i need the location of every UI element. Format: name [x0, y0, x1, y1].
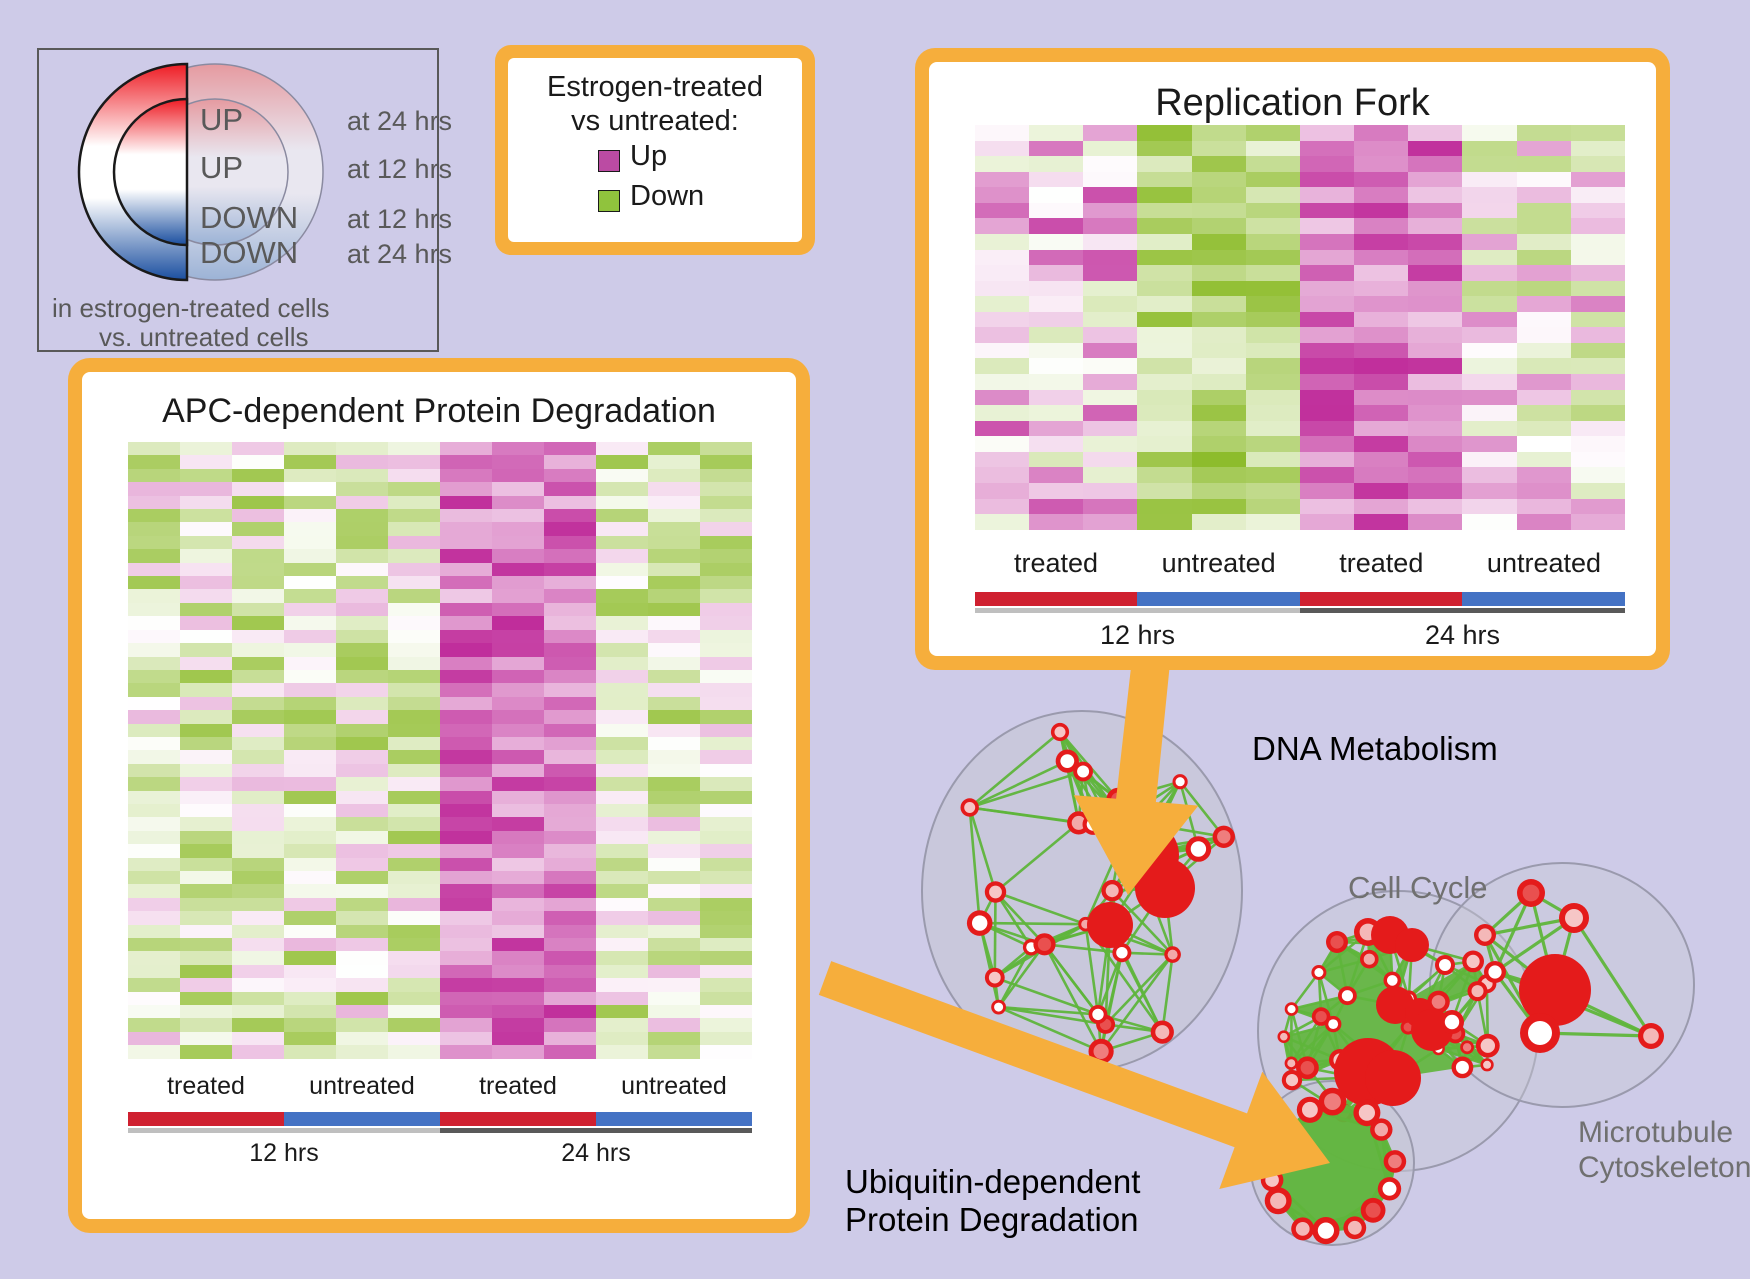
- svg-text:Ubiquitin-dependent: Ubiquitin-dependent: [845, 1163, 1140, 1200]
- svg-text:Microtubule: Microtubule: [1578, 1116, 1733, 1149]
- svg-text:DNA Metabolism: DNA Metabolism: [1252, 730, 1498, 767]
- svg-text:Cell Cycle: Cell Cycle: [1348, 870, 1488, 905]
- svg-text:Protein Degradation: Protein Degradation: [845, 1201, 1139, 1238]
- svg-text:Cytoskeleton: Cytoskeleton: [1578, 1151, 1750, 1184]
